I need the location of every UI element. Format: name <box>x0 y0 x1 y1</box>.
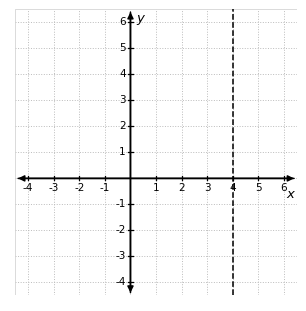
Text: 4: 4 <box>230 183 236 193</box>
Text: 2: 2 <box>178 183 185 193</box>
Text: 3: 3 <box>204 183 211 193</box>
Text: -1: -1 <box>115 199 126 209</box>
Text: 2: 2 <box>119 121 126 131</box>
Text: -3: -3 <box>115 251 126 262</box>
Text: -1: -1 <box>100 183 110 193</box>
Text: -2: -2 <box>115 225 126 235</box>
Text: -4: -4 <box>115 277 126 287</box>
Text: x: x <box>286 188 294 201</box>
Text: 5: 5 <box>119 43 126 53</box>
Text: y: y <box>136 12 144 25</box>
Text: -4: -4 <box>23 183 33 193</box>
Text: 3: 3 <box>119 95 126 105</box>
Text: 4: 4 <box>119 69 126 79</box>
Text: 1: 1 <box>153 183 159 193</box>
Text: -3: -3 <box>49 183 59 193</box>
Text: 6: 6 <box>281 183 287 193</box>
Text: 1: 1 <box>119 147 126 157</box>
Text: -2: -2 <box>74 183 84 193</box>
Text: 5: 5 <box>255 183 262 193</box>
Text: 6: 6 <box>119 17 126 27</box>
